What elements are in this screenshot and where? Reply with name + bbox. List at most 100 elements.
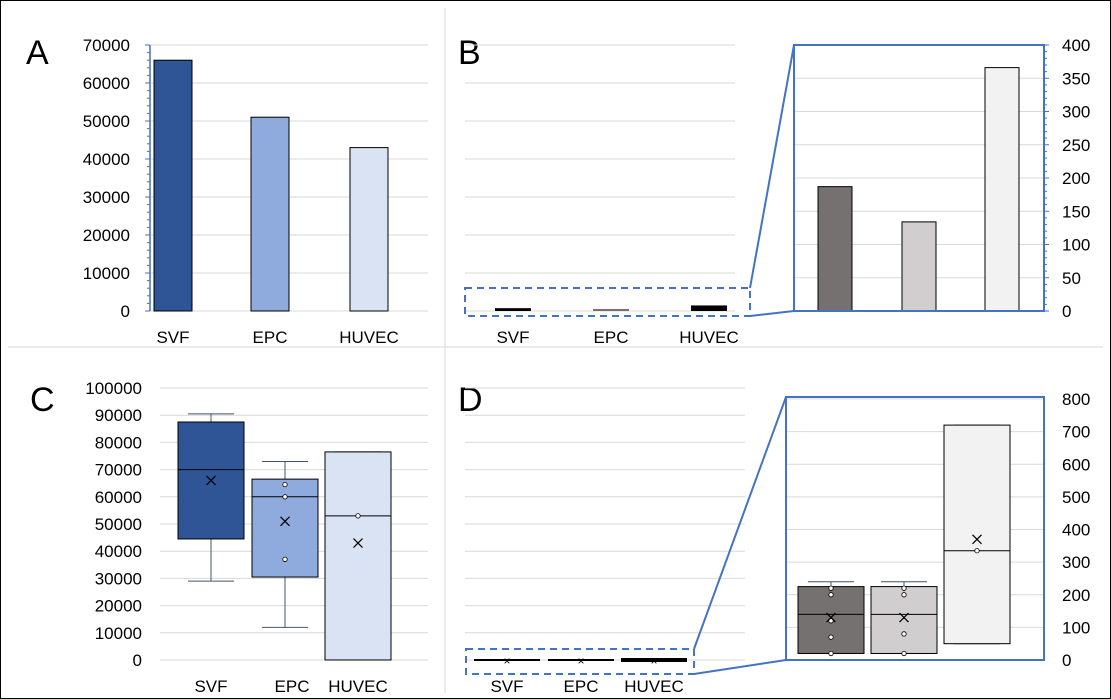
panel-d-zoom-region	[465, 648, 695, 675]
panel-c-epc-point	[282, 481, 288, 488]
panel-a-x-label-svf: SVF	[156, 328, 189, 347]
panel-d-inset-y-tick-label: 500	[1062, 488, 1090, 507]
panel-a-bar-svf	[153, 59, 193, 312]
panel-c-svf-mean-marker	[206, 475, 216, 486]
panel-b-bar-epc	[593, 308, 629, 311]
panel-a-y-tick-label: 40000	[83, 150, 130, 169]
panel-d-inset-epc-point	[901, 585, 907, 591]
panel-d-inset-y-tick-label: 100	[1062, 618, 1090, 637]
panel-a-y-tick-label: 70000	[83, 36, 130, 55]
panel-c-y-tick-label: 60000	[95, 488, 142, 507]
panel-b-inset-bar-svf	[817, 186, 853, 312]
panel-b-inset-y-tick-label: 150	[1062, 202, 1090, 221]
panel-a-y-tick-label: 0	[121, 302, 130, 321]
panel-d-inset-svf-point	[828, 618, 834, 624]
panel-c-epc-box	[251, 478, 319, 578]
panel-c-y-tick-label: 10000	[95, 624, 142, 643]
panel-d-zoom-connector-top	[693, 396, 787, 650]
panel-d-inset-y-tick-label: 600	[1062, 455, 1090, 474]
panel-a-x-label-huvec: HUVEC	[339, 328, 399, 347]
panel-b-bar-svf	[495, 308, 531, 311]
panel-d-inset-frame	[785, 396, 1045, 661]
panel-label-c: C	[30, 381, 55, 419]
panel-d-inset-y-tick-label: 700	[1062, 423, 1090, 442]
panel-b-inset-y-tick-label: 100	[1062, 236, 1090, 255]
panel-c-y-tick-label: 100000	[85, 379, 142, 398]
panel-b-inset-y-tick-label: 400	[1062, 36, 1090, 55]
panel-d-x-label-huvec: HUVEC	[624, 677, 684, 696]
panel-c-y-tick-label: 80000	[95, 433, 142, 452]
panel-b-x-label-huvec: HUVEC	[679, 328, 739, 347]
panel-b-zoom-connector-top	[749, 44, 795, 289]
panel-b-bar-huvec	[691, 305, 727, 311]
panel-d-inset-epc-point	[901, 592, 907, 598]
panel-a-y-tick-label: 30000	[83, 188, 130, 207]
panel-d-mean-marker: ×	[503, 654, 510, 668]
panel-a-y-tick-label: 50000	[83, 112, 130, 131]
panel-d-inset-y-tick-label: 800	[1062, 390, 1090, 409]
panel-d-box-plot: × × × SVF EPC HUVEC 0 100 200 300 400 500 600 700 800	[465, 387, 1090, 696]
panel-c-epc-point	[282, 494, 288, 500]
panel-c-y-tick-label: 90000	[95, 406, 142, 425]
panel-c-x-label-epc: EPC	[275, 677, 310, 696]
panel-a-bar-epc	[250, 116, 290, 312]
panel-d-inset-epc-point	[901, 631, 907, 637]
panel-d-inset-huvec-point	[974, 548, 980, 554]
panel-b-inset-frame	[793, 44, 1045, 312]
panel-d-inset-svf-point	[828, 650, 834, 657]
panel-d-inset-svf-point	[828, 592, 834, 598]
panel-b-inset-y-tick-label: 250	[1062, 136, 1090, 155]
panel-a-y-tick-label: 60000	[83, 74, 130, 93]
panel-c-y-tick-label: 70000	[95, 461, 142, 480]
panel-d-inset-svf-mean-marker	[826, 612, 836, 623]
panel-c-epc-mean-marker	[280, 516, 290, 527]
panel-d-inset-y-tick-label: 200	[1062, 586, 1090, 605]
panel-d-mean-marker: ×	[650, 654, 657, 668]
panel-label-a: A	[26, 34, 49, 72]
panel-c-y-tick-label: 50000	[95, 515, 142, 534]
panel-c-epc-point	[282, 556, 288, 562]
panel-d-inset-huvec-mean-marker	[972, 534, 982, 545]
panel-d-inset-y-tick-label: 400	[1062, 521, 1090, 540]
panel-b-inset-bar-huvec	[984, 67, 1020, 312]
panel-c-y-tick-label: 20000	[95, 597, 142, 616]
panel-a-bar-huvec	[349, 147, 389, 312]
panel-b-inset-y-tick-label: 50	[1062, 269, 1081, 288]
panel-d-inset-svf-point	[828, 634, 834, 640]
panel-c-x-label-huvec: HUVEC	[328, 677, 388, 696]
panel-d-mean-marker: ×	[577, 654, 584, 668]
panel-d-inset-svf-point	[828, 585, 834, 591]
panel-c-box-plot: 0 10000 20000 30000 40000 50000 60000 70000 8000…	[85, 379, 428, 696]
panel-c-y-tick-label: 0	[133, 651, 142, 670]
panel-label-d: D	[458, 381, 483, 419]
panel-c-x-label-svf: SVF	[194, 677, 227, 696]
panel-d-zoom-connector-bottom	[693, 659, 787, 675]
panel-b-inset-y-tick-label: 200	[1062, 169, 1090, 188]
panel-c-y-tick-label: 40000	[95, 542, 142, 561]
panel-b-zoom-region	[464, 287, 751, 317]
panel-c-huvec-point	[355, 513, 361, 519]
panel-d-inset-y-tick-label: 300	[1062, 553, 1090, 572]
panel-b-x-label-svf: SVF	[496, 328, 529, 347]
panel-b-inset-y-tick-label: 300	[1062, 103, 1090, 122]
panel-b-x-label-epc: EPC	[594, 328, 629, 347]
panel-d-inset-epc-box	[870, 586, 938, 654]
panel-b-bar-chart: SVF EPC HUVEC 0 50 100 150 200 250 300 350 400	[464, 36, 1090, 347]
panel-d-inset-epc-mean-marker	[899, 612, 909, 623]
panel-a-x-label-epc: EPC	[253, 328, 288, 347]
panel-label-b: B	[458, 34, 481, 72]
panel-c-huvec-mean-marker	[353, 538, 363, 548]
panel-b-inset-y-tick-label: 0	[1062, 302, 1071, 321]
panel-b-zoom-connector-bottom	[749, 310, 795, 317]
panel-c-huvec-box	[324, 451, 392, 661]
panel-d-x-label-svf: SVF	[490, 677, 523, 696]
panel-a-y-tick-label: 20000	[83, 226, 130, 245]
panel-d-inset-epc-point	[901, 650, 907, 657]
panel-d-x-label-epc: EPC	[564, 677, 599, 696]
panel-d-inset-huvec-box	[943, 424, 1011, 645]
panel-d-inset-y-tick-label: 0	[1062, 651, 1071, 670]
panel-c-y-tick-label: 30000	[95, 569, 142, 588]
panel-b-inset-y-tick-label: 350	[1062, 69, 1090, 88]
panel-b-inset-bar-epc	[901, 221, 937, 312]
